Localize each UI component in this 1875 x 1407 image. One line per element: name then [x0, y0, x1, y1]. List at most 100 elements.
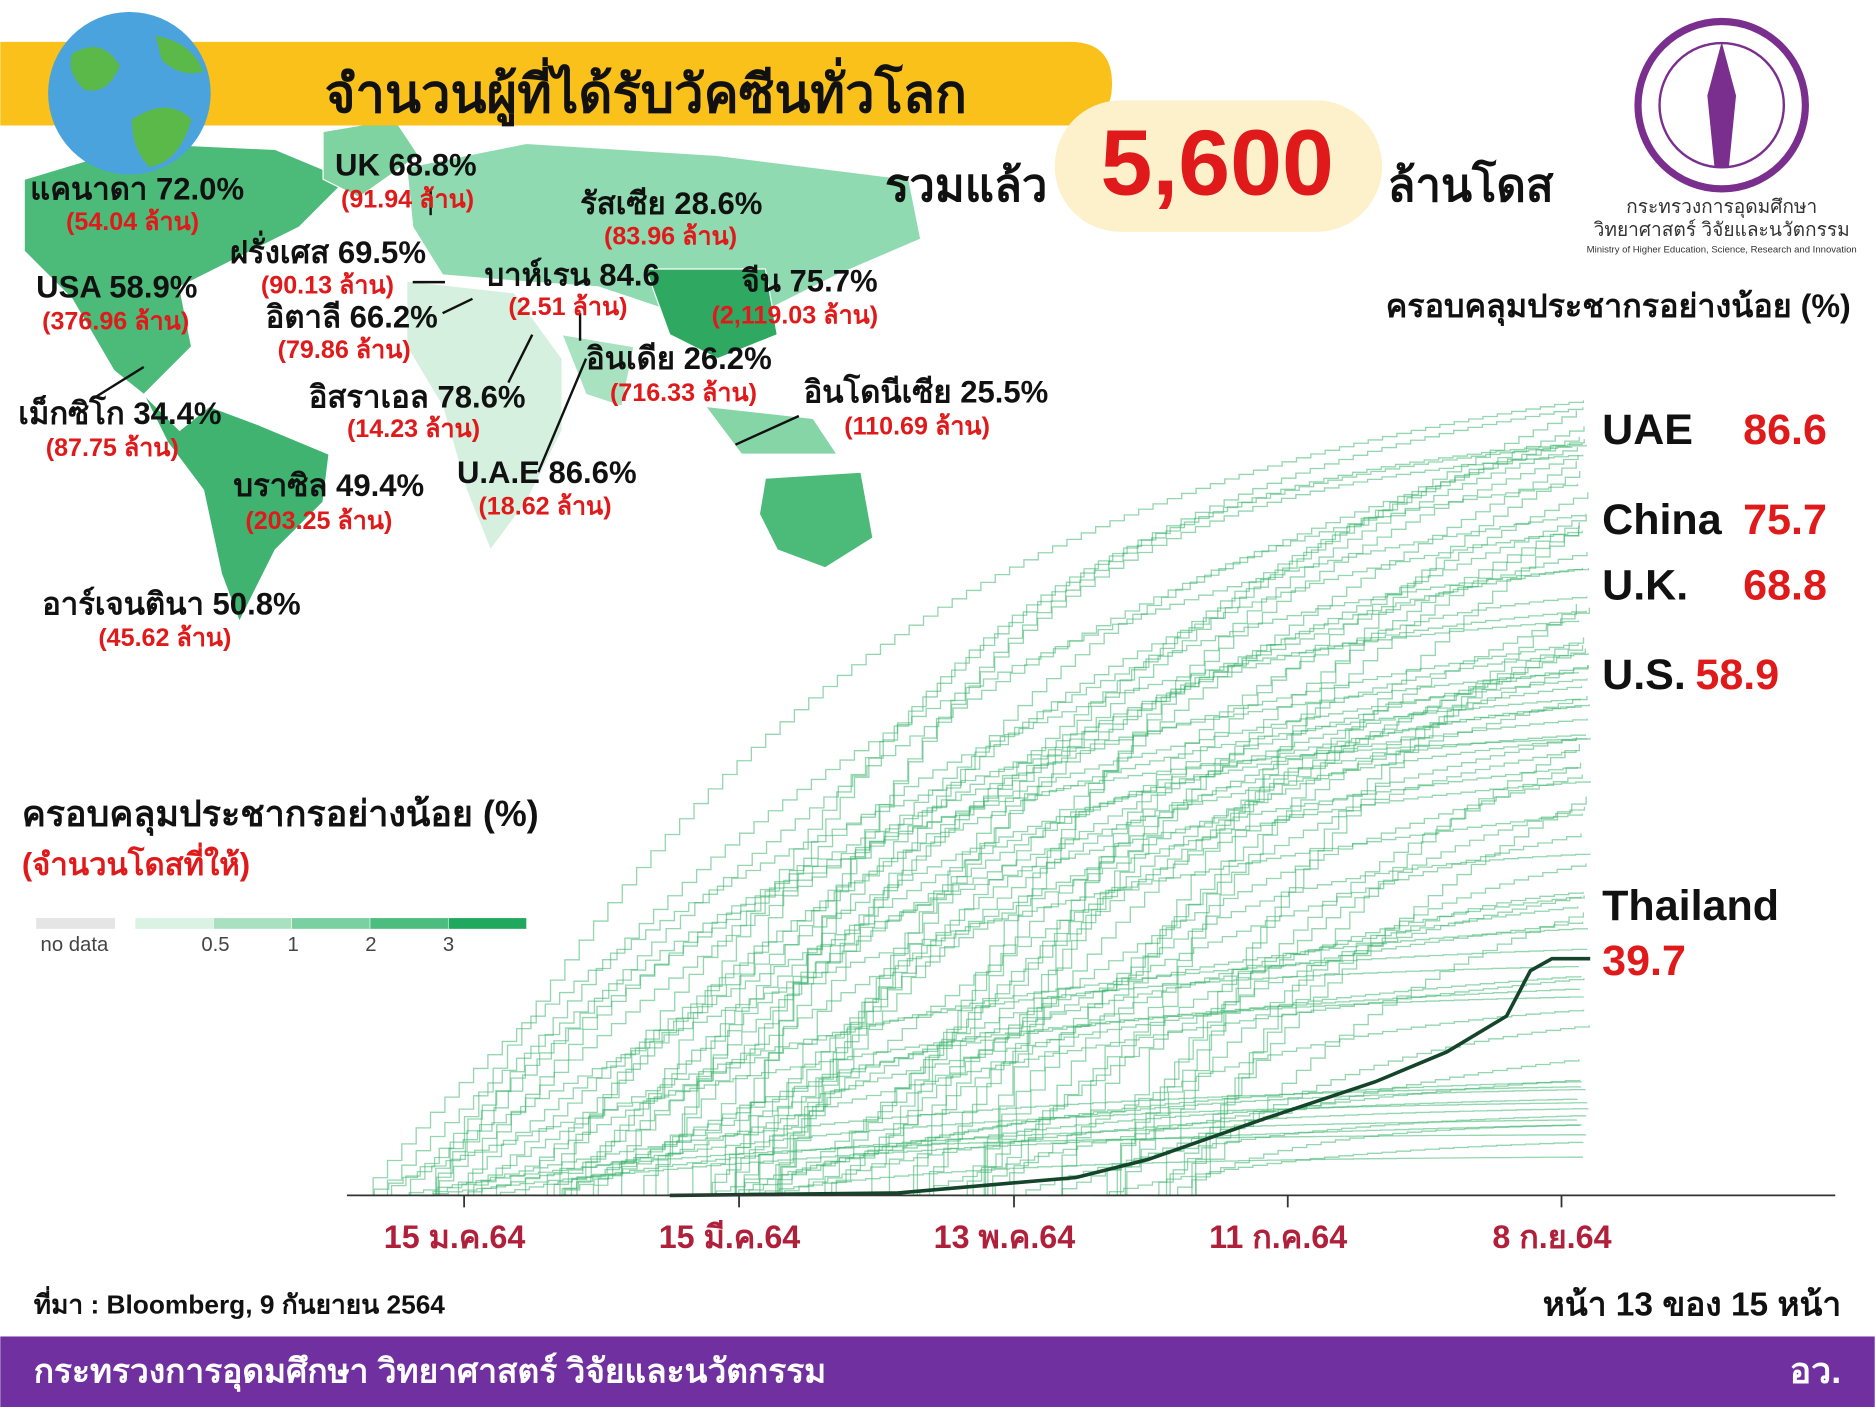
- logo-text: Ministry of Higher Education, Science, R…: [1587, 244, 1857, 255]
- country-doses: (2.51 ล้าน): [508, 293, 627, 321]
- x-tick-label: 15 ม.ค.64: [384, 1219, 526, 1255]
- country-name: USA 58.9%: [36, 269, 197, 304]
- country-doses: (91.94 ล้าน): [341, 185, 474, 213]
- background-curve: [678, 530, 1583, 1197]
- highlight-name: U.S.: [1602, 651, 1686, 699]
- background-curve: [1095, 1141, 1584, 1197]
- background-curve: [444, 766, 1579, 1197]
- highlight-value: 39.7: [1602, 937, 1686, 985]
- background-curve: [764, 567, 1584, 1197]
- country-name: บาห์เรน 84.6: [484, 258, 659, 293]
- background-curve: [641, 568, 1590, 1197]
- background-curve: [958, 853, 1591, 1197]
- background-curve: [905, 1079, 1581, 1197]
- background-curve: [999, 664, 1589, 1197]
- country-name: บราซิล 49.4%: [233, 468, 424, 503]
- background-curve: [373, 643, 1579, 1197]
- source: ที่มา : Bloomberg, 9 กันยายน 2564: [34, 1286, 446, 1320]
- country-name: ฝรั่งเศส 69.5%: [230, 230, 426, 270]
- x-tick-label: 8 ก.ย.64: [1492, 1219, 1611, 1255]
- country-doses: (54.04 ล้าน): [66, 208, 199, 236]
- background-curve: [396, 678, 1588, 1197]
- country-doses: (716.33 ล้าน): [610, 379, 757, 407]
- title-bar: [0, 41, 1113, 126]
- highlight-value: 86.6: [1743, 406, 1827, 454]
- background-curve: [467, 515, 1587, 1197]
- country-doses: (79.86 ล้าน): [278, 336, 411, 364]
- legend-title: ครอบคลุมประชากรอย่างน้อย (%): [22, 794, 539, 836]
- title: จำนวนผู้ที่ได้รับวัคซีนทั่วโลก: [325, 57, 967, 127]
- globe-land: [70, 35, 204, 168]
- country-doses: (87.75 ล้าน): [46, 434, 179, 462]
- legend-swatch: [291, 918, 370, 929]
- background-curve: [532, 698, 1581, 1197]
- legend-label: 1: [288, 934, 299, 956]
- background-curve: [722, 454, 1584, 1197]
- background-curve: [969, 596, 1588, 1197]
- background-curve: [821, 774, 1583, 1197]
- background-curve: [701, 1098, 1578, 1197]
- legend-swatch: [135, 918, 214, 929]
- background-curve: [539, 695, 1588, 1197]
- background-curve: [952, 895, 1585, 1197]
- legend-swatch: [36, 918, 116, 929]
- country-doses: (45.62 ล้าน): [98, 624, 231, 652]
- highlight-name: U.K.: [1602, 562, 1688, 610]
- background-curve: [1047, 525, 1580, 1197]
- background-curve: [745, 484, 1579, 1197]
- background-curve: [1144, 1025, 1590, 1197]
- total-value: 5,600: [1101, 110, 1334, 214]
- footer-abbr: อว.: [1790, 1351, 1842, 1391]
- background-curve: [486, 1119, 1578, 1197]
- background-curve: [724, 1088, 1586, 1197]
- globe: [48, 11, 211, 175]
- highlight-name: Thailand: [1602, 882, 1779, 930]
- legend-label: 2: [365, 934, 376, 956]
- x-tick-label: 11 ก.ค.64: [1209, 1219, 1347, 1255]
- background-curve: [729, 461, 1577, 1197]
- background-curve: [770, 1108, 1589, 1197]
- total-suffix: ล้านโดส: [1388, 158, 1554, 211]
- country-name: U.A.E 86.6%: [457, 455, 637, 490]
- legend: no data 0.5 1 2 3: [36, 918, 527, 956]
- background-curve: [1155, 796, 1587, 1197]
- country-name: อิตาลี 66.2%: [266, 299, 438, 334]
- country-doses: (2,119.03 ล้าน): [712, 301, 879, 329]
- country-doses: (90.13 ล้าน): [261, 272, 394, 300]
- legend-subtitle: (จำนวนโดสที่ให้): [22, 842, 250, 882]
- background-curve: [583, 665, 1589, 1197]
- background-curve: [1152, 645, 1584, 1197]
- background-curve: [1092, 762, 1582, 1197]
- background-curve: [696, 610, 1587, 1197]
- background-curve: [547, 975, 1582, 1197]
- legend-swatch: [448, 918, 527, 929]
- highlight-value: 68.8: [1743, 562, 1827, 610]
- background-curve: [734, 1081, 1582, 1197]
- country-name: แคนาดา 72.0%: [30, 171, 244, 206]
- background-curve: [700, 781, 1591, 1197]
- background-curve: [557, 737, 1591, 1197]
- logo-emblem: [1707, 41, 1737, 168]
- highlights: UAE 86.6 China 75.7 U.K. 68.8 U.S. 58.9 Thailand…: [1602, 406, 1827, 985]
- country-name: รัสเซีย 28.6%: [580, 186, 762, 221]
- background-curve: [1047, 529, 1580, 1197]
- thailand-curve: [669, 956, 1591, 1198]
- background-curve: [1011, 1115, 1587, 1197]
- background-curve: [978, 896, 1582, 1197]
- country-doses: (203.25 ล้าน): [245, 507, 392, 535]
- background-curve: [358, 671, 1579, 1197]
- map-labels: แคนาดา 72.0%(54.04 ล้าน) UK 68.8%(91.94 ล…: [18, 148, 1048, 653]
- logo-text: วิทยาศาสตร์ วิจัยและนวัตกรรม: [1593, 218, 1849, 241]
- country-name: UK 68.8%: [335, 148, 477, 183]
- legend-label: no data: [41, 934, 109, 956]
- footer-ministry: กระทรวงการอุดมศึกษา วิทยาศาสตร์ วิจัยและ…: [34, 1351, 826, 1392]
- page-number: หน้า 13 ของ 15 หน้า: [1543, 1286, 1841, 1323]
- background-curve: [422, 438, 1585, 1197]
- background-curve: [919, 522, 1580, 1197]
- x-tick-label: 13 พ.ค.64: [934, 1219, 1076, 1255]
- background-curve: [720, 685, 1583, 1197]
- highlight-name: UAE: [1602, 406, 1693, 454]
- background-curve: [981, 1009, 1585, 1197]
- background-curve: [899, 492, 1589, 1197]
